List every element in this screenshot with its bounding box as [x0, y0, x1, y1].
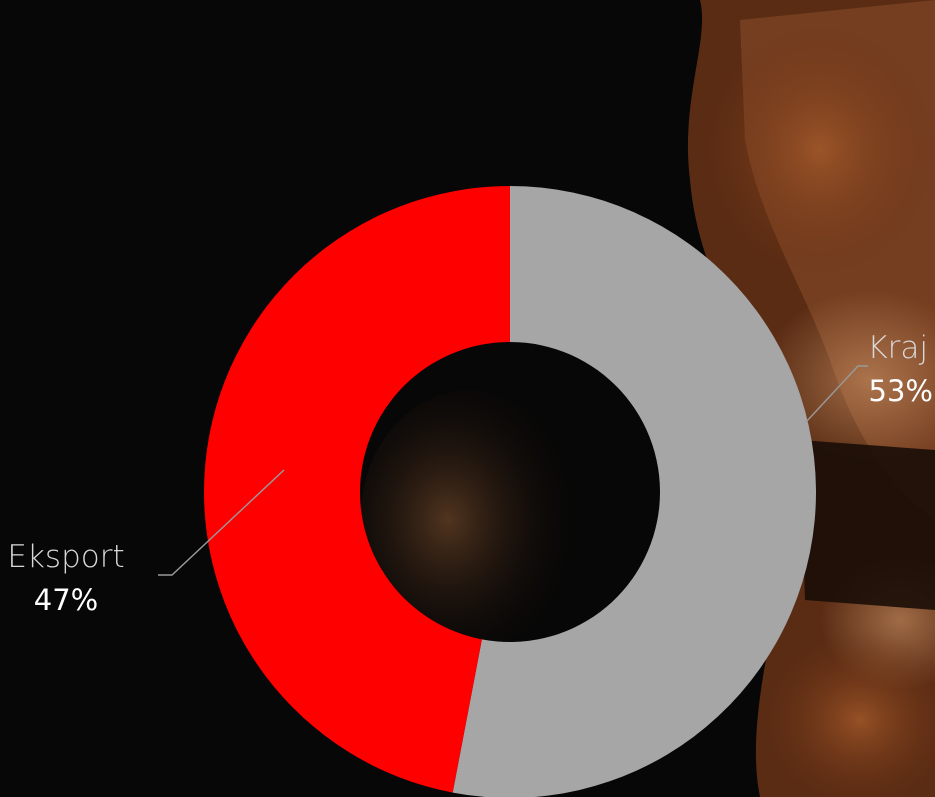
slices-layer [204, 186, 816, 797]
slice-label-kraj: Kraj [867, 330, 928, 366]
slice-value-kraj: 53% [869, 374, 933, 408]
donut-slice-eksport [204, 186, 510, 793]
slice-value-eksport: 47% [34, 583, 98, 617]
leader-lines-layer [158, 365, 868, 576]
leader-line-eksport [158, 469, 285, 576]
slice-label-eksport: Eksport [7, 539, 124, 575]
donut-slice-kraj [452, 186, 816, 797]
leader-line-kraj [805, 365, 868, 423]
